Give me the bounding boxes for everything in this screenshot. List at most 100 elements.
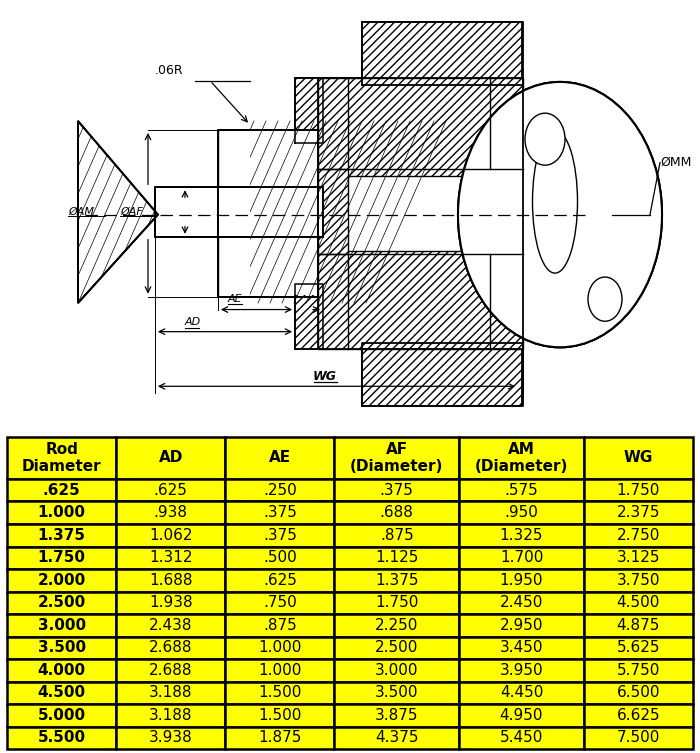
Bar xyxy=(7,524,116,547)
Bar xyxy=(7,479,116,501)
Text: 3.125: 3.125 xyxy=(617,550,660,566)
Text: ØMM: ØMM xyxy=(660,156,692,169)
Text: 1.000: 1.000 xyxy=(258,663,302,678)
Bar xyxy=(335,524,459,547)
Bar xyxy=(225,727,335,749)
Text: 2.450: 2.450 xyxy=(500,596,543,611)
Bar xyxy=(459,681,584,704)
Bar xyxy=(7,569,116,592)
Text: 2.000: 2.000 xyxy=(37,573,85,588)
Bar xyxy=(335,547,459,569)
Bar xyxy=(584,727,693,749)
Bar xyxy=(7,547,116,569)
Bar xyxy=(459,592,584,614)
Text: 3.950: 3.950 xyxy=(500,663,543,678)
Bar xyxy=(155,187,323,236)
Bar xyxy=(225,524,335,547)
Bar xyxy=(225,569,335,592)
Bar xyxy=(116,479,225,501)
Text: 3.875: 3.875 xyxy=(375,708,419,723)
Bar xyxy=(459,659,584,681)
Text: .950: .950 xyxy=(505,505,538,520)
Bar xyxy=(335,437,459,479)
Circle shape xyxy=(587,272,623,319)
Bar xyxy=(116,524,225,547)
Polygon shape xyxy=(78,121,158,303)
Polygon shape xyxy=(78,215,250,429)
Bar xyxy=(116,681,225,704)
Bar xyxy=(219,131,317,295)
Bar xyxy=(155,187,323,236)
Bar xyxy=(320,169,520,254)
Text: 2.500: 2.500 xyxy=(37,596,85,611)
Text: .750: .750 xyxy=(263,596,297,611)
Text: 5.750: 5.750 xyxy=(617,663,660,678)
Bar xyxy=(116,636,225,659)
Bar xyxy=(116,547,225,569)
Text: 2.688: 2.688 xyxy=(149,663,192,678)
Text: 1.875: 1.875 xyxy=(258,730,302,745)
Bar xyxy=(225,659,335,681)
Text: 3.188: 3.188 xyxy=(149,685,192,700)
Bar xyxy=(116,592,225,614)
Bar xyxy=(7,659,116,681)
Polygon shape xyxy=(0,0,78,429)
Text: 4.950: 4.950 xyxy=(500,708,543,723)
Circle shape xyxy=(460,84,660,345)
Bar xyxy=(318,251,523,349)
Text: 5.000: 5.000 xyxy=(38,708,85,723)
Text: .500: .500 xyxy=(263,550,297,566)
Bar xyxy=(295,78,323,143)
Bar xyxy=(7,592,116,614)
Text: 4.875: 4.875 xyxy=(617,618,660,633)
Text: Rod
Diameter: Rod Diameter xyxy=(22,441,102,474)
Text: 1.700: 1.700 xyxy=(500,550,543,566)
Text: ØAM: ØAM xyxy=(68,207,94,217)
Bar xyxy=(7,501,116,524)
Circle shape xyxy=(458,82,662,347)
Text: .938: .938 xyxy=(154,505,188,520)
Polygon shape xyxy=(78,121,158,303)
Bar xyxy=(7,681,116,704)
Bar xyxy=(584,437,693,479)
Text: WG: WG xyxy=(313,370,337,383)
Bar xyxy=(459,569,584,592)
Text: 3.500: 3.500 xyxy=(375,685,419,700)
Bar xyxy=(584,501,693,524)
Bar xyxy=(584,547,693,569)
Bar xyxy=(459,437,584,479)
Bar xyxy=(335,592,459,614)
Bar xyxy=(218,130,318,297)
Text: 1.062: 1.062 xyxy=(149,528,192,543)
Bar xyxy=(459,479,584,501)
Bar xyxy=(116,501,225,524)
Bar xyxy=(295,284,323,349)
Bar xyxy=(584,704,693,727)
Polygon shape xyxy=(78,0,250,215)
Bar xyxy=(318,78,523,349)
Bar xyxy=(7,636,116,659)
Text: .688: .688 xyxy=(380,505,414,520)
Bar xyxy=(7,727,116,749)
Text: 1.000: 1.000 xyxy=(38,505,85,520)
Bar xyxy=(584,636,693,659)
Text: 1.312: 1.312 xyxy=(149,550,192,566)
Bar xyxy=(7,614,116,636)
Bar xyxy=(459,501,584,524)
Text: 3.750: 3.750 xyxy=(617,573,660,588)
Bar xyxy=(459,614,584,636)
Bar xyxy=(335,636,459,659)
Text: 3.500: 3.500 xyxy=(38,640,85,655)
Circle shape xyxy=(588,277,622,322)
Text: .375: .375 xyxy=(263,528,297,543)
Text: 3.000: 3.000 xyxy=(38,618,85,633)
Text: 1.688: 1.688 xyxy=(149,573,192,588)
Bar xyxy=(335,614,459,636)
Text: .06R: .06R xyxy=(155,64,183,77)
Bar xyxy=(362,22,522,84)
Text: AE: AE xyxy=(228,294,243,303)
Bar xyxy=(459,636,584,659)
Bar xyxy=(335,704,459,727)
Text: 2.250: 2.250 xyxy=(375,618,419,633)
Text: AF
(Diameter): AF (Diameter) xyxy=(350,441,444,474)
